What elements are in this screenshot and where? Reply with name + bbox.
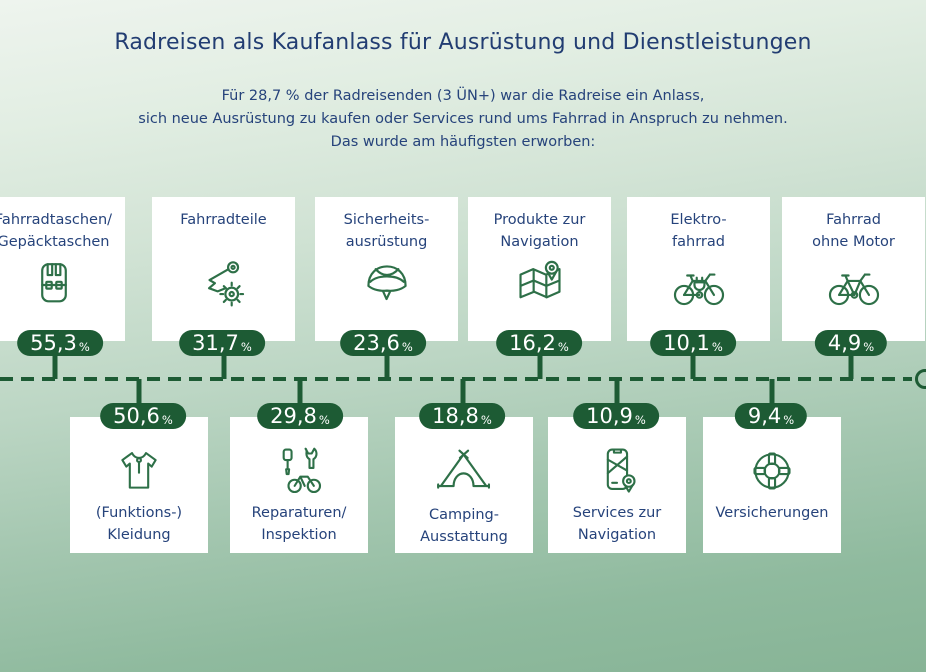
value-badge: 55,3% — [17, 330, 103, 356]
timeline-dashed-line — [0, 377, 912, 381]
connector-line — [690, 353, 696, 379]
connector-line — [384, 353, 390, 379]
phone-navigation-icon — [589, 443, 645, 499]
value-badge: 10,9% — [573, 403, 659, 429]
value-badge: 9,4% — [734, 403, 808, 429]
percent-sign: % — [783, 412, 795, 427]
value-label: 4,9 — [827, 330, 862, 355]
percent-sign: % — [711, 339, 723, 354]
category-label: Camping- Ausstattung — [420, 507, 508, 545]
category-label: Fahrradtaschen/ Gepäcktaschen — [0, 212, 113, 250]
map-pin-icon — [511, 254, 569, 325]
connector-line — [221, 353, 227, 379]
value-badge: 50,6% — [100, 403, 186, 429]
connector-line — [537, 353, 543, 379]
category-label: Services zur Navigation — [572, 505, 662, 543]
value-badge: 16,2% — [496, 330, 582, 356]
ebike-icon — [670, 254, 728, 325]
card-versicherungen: Versicherungen — [703, 417, 841, 553]
card-fahrradteile: Fahrradteile — [152, 197, 295, 341]
tent-icon — [435, 443, 493, 501]
category-label: Elektro- fahrrad — [670, 212, 727, 250]
category-label: Reparaturen/ Inspektion — [251, 505, 347, 543]
value-label: 10,9 — [586, 403, 633, 428]
value-badge: 29,8% — [257, 403, 343, 429]
value-badge: 31,7% — [179, 330, 265, 356]
value-label: 9,4 — [747, 403, 782, 428]
connector-line — [769, 379, 775, 405]
percent-sign: % — [634, 412, 646, 427]
helmet-icon — [358, 254, 416, 325]
page-title: Radreisen als Kaufanlass für Ausrüstung … — [114, 30, 812, 55]
subtitle-line-3: Das wurde am häufigsten erworben: — [330, 134, 596, 151]
connector-line — [52, 353, 58, 379]
value-label: 10,1 — [663, 330, 710, 355]
subtitle: Für 28,7 % der Radreisenden (3 ÜN+) war … — [0, 85, 926, 155]
value-label: 55,3 — [30, 330, 77, 355]
card-services-navigation: Services zur Navigation — [548, 417, 686, 553]
value-badge: 4,9% — [814, 330, 888, 356]
bicycle-icon — [825, 254, 883, 325]
card-kleidung: (Funktions-) Kleidung — [70, 417, 208, 553]
percent-sign: % — [401, 339, 413, 354]
percent-sign: % — [557, 339, 569, 354]
subtitle-line-1: Für 28,7 % der Radreisenden (3 ÜN+) war … — [221, 88, 705, 104]
value-label: 31,7 — [192, 330, 239, 355]
connector-line — [614, 379, 620, 405]
percent-sign: % — [161, 412, 173, 427]
percent-sign: % — [318, 412, 330, 427]
connector-line — [136, 379, 142, 405]
connector-line — [848, 353, 854, 379]
category-label: (Funktions-) Kleidung — [95, 505, 183, 543]
card-produkte-navigation: Produkte zur Navigation — [468, 197, 611, 341]
percent-sign: % — [863, 339, 875, 354]
card-camping: Camping- Ausstattung — [395, 417, 533, 553]
timeline-end-circle — [915, 369, 926, 389]
card-fahrrad-ohne-motor: Fahrrad ohne Motor — [782, 197, 925, 341]
category-label: Produkte zur Navigation — [493, 212, 586, 250]
value-label: 16,2 — [509, 330, 556, 355]
subtitle-line-2: sich neue Ausrüstung zu kaufen oder Serv… — [138, 111, 788, 128]
pannier-bag-icon — [25, 254, 83, 325]
jersey-icon — [111, 443, 167, 499]
value-badge: 18,8% — [419, 403, 505, 429]
category-label: Fahrradteile — [180, 212, 267, 228]
connector-line — [297, 379, 303, 405]
card-reparaturen: Reparaturen/ Inspektion — [230, 417, 368, 553]
category-label: Fahrrad ohne Motor — [812, 212, 895, 250]
value-label: 23,6 — [353, 330, 400, 355]
value-label: 50,6 — [113, 403, 160, 428]
category-label: Versicherungen — [715, 505, 829, 521]
derailleur-icon — [195, 254, 253, 325]
percent-sign: % — [240, 339, 252, 354]
percent-sign: % — [78, 339, 90, 354]
percent-sign: % — [480, 412, 492, 427]
value-label: 29,8 — [270, 403, 317, 428]
category-label: Sicherheits- ausrüstung — [343, 212, 430, 250]
life-ring-icon — [744, 443, 800, 499]
card-sicherheitsausruestung: Sicherheits- ausrüstung — [315, 197, 458, 341]
value-label: 18,8 — [432, 403, 479, 428]
connector-line — [460, 379, 466, 405]
repair-tools-icon — [271, 443, 327, 499]
card-elektrofahrrad: Elektro- fahrrad — [627, 197, 770, 341]
value-badge: 23,6% — [340, 330, 426, 356]
card-fahrradtaschen: Fahrradtaschen/ Gepäcktaschen — [0, 197, 125, 341]
value-badge: 10,1% — [650, 330, 736, 356]
